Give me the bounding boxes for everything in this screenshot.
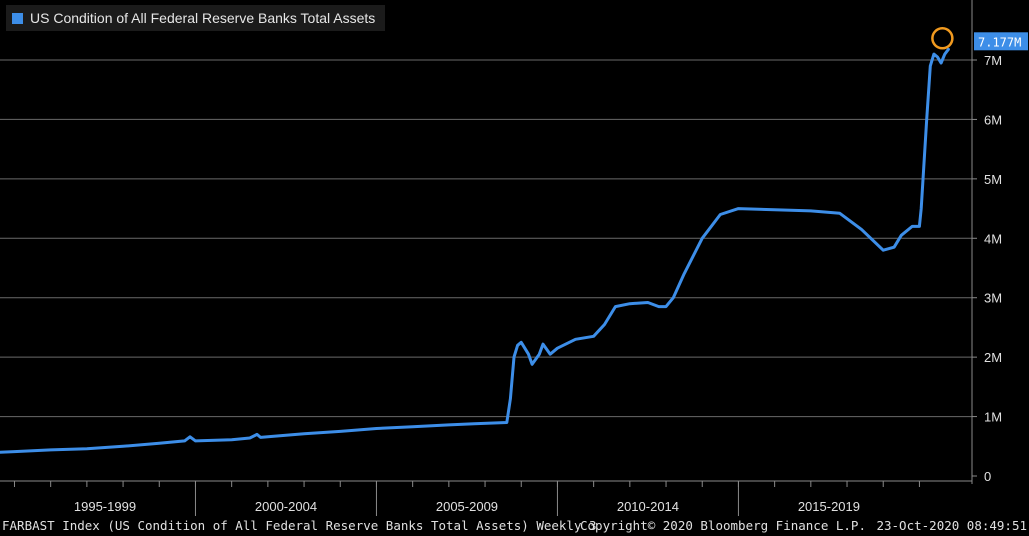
y-tick-label-6: 6M bbox=[984, 112, 1002, 127]
legend-swatch bbox=[12, 12, 23, 24]
highlight-circle bbox=[931, 27, 954, 50]
grid-lines bbox=[0, 59, 972, 418]
y-tick-label-2: 2M bbox=[984, 350, 1002, 365]
series-line-0 bbox=[0, 47, 950, 454]
y-tick-label-1: 1M bbox=[984, 410, 1002, 425]
x-category-label-4: 2015-2019 bbox=[798, 499, 860, 514]
y-tick-label-3: 3M bbox=[984, 291, 1002, 306]
footer-index-description: FARBAST Index (US Condition of All Feder… bbox=[2, 518, 597, 533]
footer: FARBAST Index (US Condition of All Feder… bbox=[0, 516, 1029, 536]
footer-timestamp: 23-Oct-2020 08:49:51 bbox=[876, 518, 1027, 533]
legend-label: US Condition of All Federal Reserve Bank… bbox=[30, 10, 376, 26]
last-value-box bbox=[974, 32, 1028, 51]
x-category-label-1: 2000-2004 bbox=[255, 499, 317, 514]
y-tick-label-5: 5M bbox=[984, 172, 1002, 187]
y-tick-label-7: 7M bbox=[984, 53, 1002, 68]
axes: 0 1M 2M 3M 4M 5M 6M 7M 1995-1999 2000-2004 2005-20… bbox=[0, 0, 1002, 516]
x-category-label-0: 1995-1999 bbox=[74, 499, 136, 514]
annotations: 7.177M bbox=[931, 27, 1028, 51]
y-tick-label-4: 4M bbox=[984, 231, 1002, 246]
y-tick-label-0: 0 bbox=[984, 469, 991, 484]
legend: US Condition of All Federal Reserve Bank… bbox=[6, 5, 386, 31]
series-layer bbox=[0, 47, 950, 454]
x-category-label-2: 2005-2009 bbox=[436, 499, 498, 514]
footer-copyright: Copyright© 2020 Bloomberg Finance L.P. bbox=[580, 518, 866, 533]
x-category-label-3: 2010-2014 bbox=[617, 499, 679, 514]
last-value-label: 7.177M bbox=[978, 35, 1021, 49]
